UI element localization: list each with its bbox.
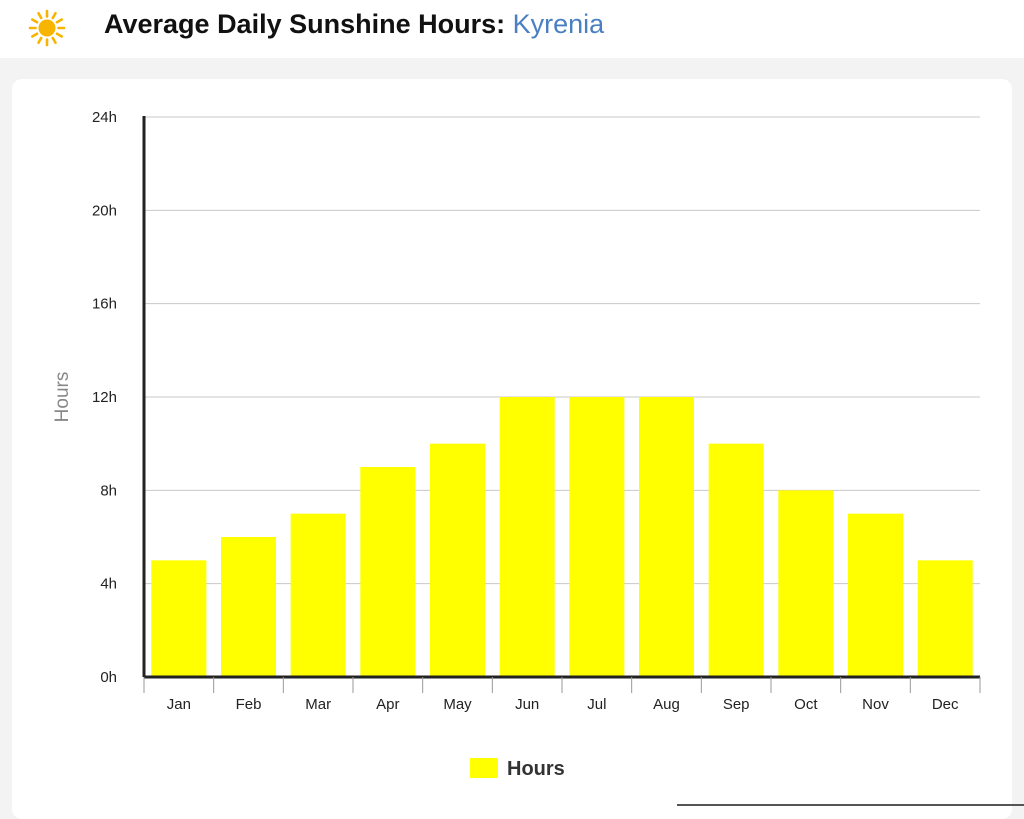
bar-apr[interactable] xyxy=(360,467,416,677)
bar-jan[interactable] xyxy=(151,560,207,677)
y-tick-label: 4h xyxy=(100,576,117,593)
bar-chart: 0h 4h 8h 12h 16h 20h 24h Hours Jan Feb Mar Apr May Ju… xyxy=(52,109,981,780)
page-title: Average Daily Sunshine Hours: Kyrenia xyxy=(104,9,604,40)
bar-sep[interactable] xyxy=(708,443,764,677)
y-tick-label: 12h xyxy=(92,389,117,406)
bar-dec[interactable] xyxy=(917,560,973,677)
x-tick-label: Apr xyxy=(376,696,399,713)
y-tick-label: 20h xyxy=(92,202,117,219)
x-tick-label: Dec xyxy=(932,696,959,713)
bar-oct[interactable] xyxy=(778,490,834,677)
sun-icon xyxy=(28,9,66,47)
bar-jun[interactable] xyxy=(499,397,555,677)
bar-aug[interactable] xyxy=(638,397,695,677)
x-tick-label: May xyxy=(443,696,472,713)
x-tick-label: Jan xyxy=(167,696,191,713)
legend-label[interactable]: Hours xyxy=(507,758,565,780)
bar-feb[interactable] xyxy=(220,537,277,677)
bar-jul[interactable] xyxy=(569,397,625,677)
x-tick-label: Nov xyxy=(862,696,889,713)
legend-swatch[interactable] xyxy=(470,758,498,778)
x-tick-label: Mar xyxy=(305,696,331,713)
x-tick-label: Jul xyxy=(587,696,606,713)
y-axis-label: Hours xyxy=(52,372,73,423)
title-prefix: Average Daily Sunshine Hours: xyxy=(104,9,513,39)
y-tick-label: 8h xyxy=(100,482,117,499)
bar-nov[interactable] xyxy=(847,513,904,677)
divider xyxy=(677,804,1024,806)
x-tick-label: Feb xyxy=(236,696,262,713)
x-tick-label: Aug xyxy=(653,696,680,713)
y-tick-label: 16h xyxy=(92,296,117,313)
header: Average Daily Sunshine Hours: Kyrenia xyxy=(0,0,1024,58)
bar-mar[interactable] xyxy=(290,513,346,677)
x-tick-label: Jun xyxy=(515,696,539,713)
y-tick-label: 24h xyxy=(92,109,117,126)
y-tick-label: 0h xyxy=(100,669,117,686)
x-tick-label: Oct xyxy=(794,696,818,713)
city-name: Kyrenia xyxy=(512,9,605,39)
chart-card: 0h 4h 8h 12h 16h 20h 24h Hours Jan Feb Mar Apr May Ju… xyxy=(12,79,1012,819)
x-tick-label: Sep xyxy=(723,696,750,713)
bar-may[interactable] xyxy=(429,443,486,677)
